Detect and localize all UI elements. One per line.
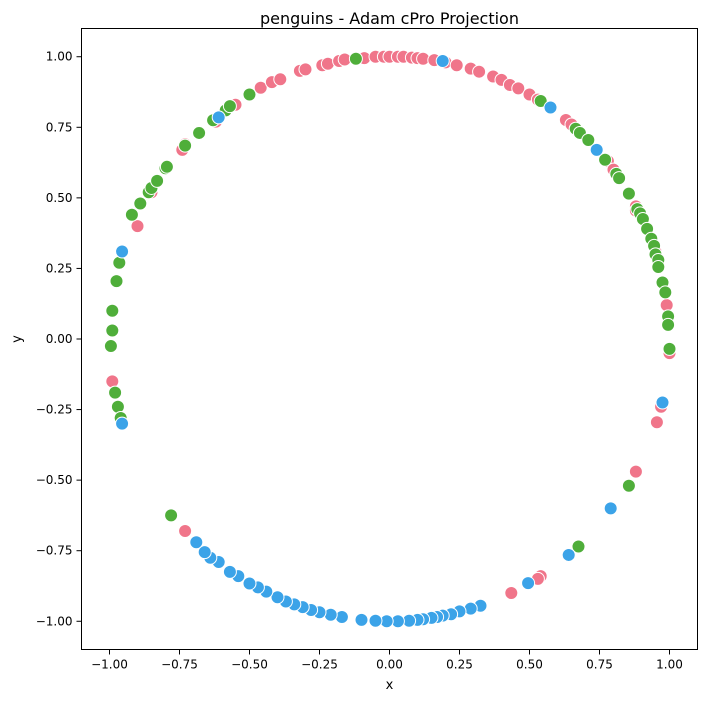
data-point — [435, 53, 450, 68]
data-point — [115, 416, 130, 431]
data-point — [658, 285, 673, 300]
data-point — [130, 219, 145, 234]
data-point — [348, 51, 363, 66]
data-point — [334, 610, 349, 625]
data-point — [612, 171, 627, 186]
y-axis-label: y — [10, 335, 25, 343]
y-axis-ticks: −1.00 −0.75 −0.50 −0.25 0.00 0.25 0.50 0.75 1.00 — [36, 50, 82, 628]
y-tick-label: 1.00 — [46, 50, 73, 64]
data-point — [159, 159, 174, 174]
x-axis-ticks: −1.00 −0.75 −0.50 −0.25 0.00 0.25 0.50 0.75 1.00 — [91, 649, 683, 672]
data-point — [354, 612, 369, 627]
data-point — [649, 415, 664, 430]
data-point — [472, 64, 487, 79]
data-point — [368, 613, 383, 628]
data-point — [543, 100, 558, 115]
data-point — [164, 508, 179, 523]
data-point — [598, 152, 613, 167]
data-point — [150, 173, 165, 188]
data-point — [242, 87, 257, 102]
data-point — [124, 207, 139, 222]
data-point — [178, 138, 193, 153]
x-tick-label: −0.25 — [301, 658, 338, 672]
x-axis-label: x — [386, 678, 394, 693]
data-point — [603, 501, 618, 516]
data-point — [651, 260, 666, 275]
y-tick-label: −1.00 — [36, 614, 73, 628]
data-point — [189, 535, 204, 550]
data-point — [222, 99, 237, 114]
data-point — [581, 133, 596, 147]
chart-title: penguins - Adam cPro Projection — [260, 9, 519, 28]
data-point — [108, 385, 123, 400]
data-point — [178, 523, 193, 538]
y-tick-label: −0.75 — [36, 544, 73, 558]
data-point — [192, 125, 207, 140]
data-point — [533, 94, 548, 109]
y-tick-label: −0.50 — [36, 473, 73, 487]
x-tick-label: 0.75 — [586, 658, 613, 672]
x-tick-label: 1.00 — [656, 658, 683, 672]
data-point — [242, 576, 257, 591]
data-point — [211, 110, 226, 125]
data-point — [273, 72, 288, 87]
y-tick-label: −0.25 — [36, 403, 73, 417]
data-point — [222, 564, 237, 579]
data-point — [103, 339, 118, 354]
x-tick-label: 0.25 — [446, 658, 473, 672]
data-point — [628, 464, 643, 479]
data-point — [511, 81, 526, 96]
data-point — [449, 58, 464, 73]
data-point — [571, 539, 586, 554]
data-point — [298, 62, 313, 77]
y-tick-label: 0.75 — [46, 120, 73, 134]
data-point — [661, 317, 676, 332]
data-point — [109, 274, 124, 289]
x-tick-label: −1.00 — [91, 658, 128, 672]
data-point — [115, 244, 130, 259]
x-tick-label: 0.00 — [376, 658, 403, 672]
data-point — [253, 80, 268, 95]
data-point — [521, 576, 536, 591]
data-point — [662, 341, 677, 356]
data-point — [655, 395, 670, 410]
data-point — [270, 590, 285, 605]
data-point — [621, 186, 636, 201]
points-layer — [103, 49, 677, 629]
data-point — [133, 196, 148, 211]
data-point — [105, 323, 120, 338]
x-tick-label: −0.75 — [161, 658, 198, 672]
data-point — [621, 478, 636, 493]
data-point — [197, 545, 212, 560]
y-tick-label: 0.00 — [46, 332, 73, 346]
data-point — [561, 547, 576, 562]
data-point — [504, 586, 519, 601]
data-point — [589, 142, 604, 157]
y-tick-label: 0.50 — [46, 191, 73, 205]
data-point — [105, 303, 120, 318]
x-tick-label: −0.50 — [231, 658, 268, 672]
x-tick-label: 0.50 — [516, 658, 543, 672]
y-tick-label: 0.25 — [46, 261, 73, 275]
